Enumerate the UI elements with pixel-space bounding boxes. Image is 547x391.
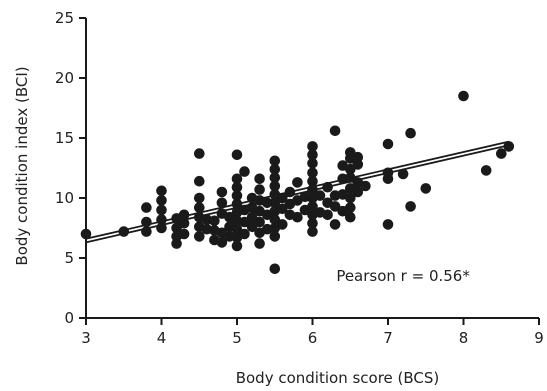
data-point-90 — [307, 201, 318, 212]
data-point-130 — [405, 127, 416, 139]
data-point-103 — [329, 219, 341, 230]
data-point-48 — [239, 216, 250, 228]
data-point-44 — [231, 181, 243, 193]
data-point-87 — [307, 226, 318, 237]
data-point-127 — [382, 138, 394, 150]
data-point-111 — [345, 211, 356, 223]
y-tick-label-5: 25 — [55, 9, 74, 27]
data-point-57 — [254, 216, 265, 228]
data-point-82 — [292, 211, 303, 223]
data-point-106 — [329, 125, 341, 137]
data-point-55 — [254, 238, 265, 249]
data-point-129 — [405, 201, 416, 212]
data-point-39 — [231, 223, 243, 235]
data-point-93 — [307, 175, 318, 187]
data-point-22 — [194, 175, 205, 187]
data-point-119 — [352, 186, 364, 198]
y-tick-label-1: 5 — [64, 249, 74, 267]
data-point-131 — [420, 183, 432, 194]
data-point-72 — [269, 180, 281, 192]
data-point-32 — [216, 197, 228, 209]
data-point-132 — [458, 90, 469, 102]
x-axis-label: Body condition score (BCS) — [236, 369, 440, 387]
data-point-104 — [329, 201, 341, 212]
data-point-33 — [216, 186, 228, 198]
data-point-135 — [503, 141, 515, 152]
data-point-95 — [307, 157, 318, 169]
data-point-134 — [496, 148, 507, 159]
data-point-45 — [231, 173, 243, 185]
data-point-65 — [269, 263, 281, 275]
data-point-97 — [307, 141, 318, 152]
x-tick-label-2: 5 — [232, 329, 242, 347]
data-point-46 — [231, 149, 243, 161]
data-point-118 — [345, 147, 356, 158]
data-point-7 — [156, 204, 167, 216]
x-tick-label-0: 3 — [81, 329, 91, 347]
data-point-20 — [194, 202, 205, 213]
data-point-43 — [231, 190, 243, 201]
regression-lines — [85, 140, 510, 244]
data-point-124 — [382, 219, 394, 230]
x-tick-label-3: 6 — [308, 329, 318, 347]
data-point-50 — [239, 166, 250, 177]
data-point-75 — [269, 155, 281, 167]
data-point-60 — [254, 184, 265, 195]
y-tick-label-4: 20 — [55, 69, 74, 87]
data-point-133 — [480, 165, 492, 176]
regression-line-1 — [85, 144, 510, 244]
data-point-112 — [345, 202, 356, 213]
data-point-113 — [345, 192, 356, 204]
y-tick-label-0: 0 — [64, 309, 74, 327]
data-point-29 — [216, 237, 228, 248]
data-point-21 — [194, 192, 205, 204]
data-point-73 — [269, 172, 281, 183]
data-point-100 — [322, 209, 333, 221]
y-ticks: 0 5 10 15 20 25 — [55, 9, 86, 327]
x-tick-label-6: 9 — [534, 329, 544, 347]
regression-line-0 — [85, 140, 510, 240]
data-point-96 — [307, 149, 318, 161]
data-point-99 — [314, 190, 326, 201]
data-point-37 — [231, 240, 243, 252]
data-point-4 — [141, 202, 152, 213]
data-point-68 — [269, 214, 281, 225]
y-tick-label-3: 15 — [55, 129, 74, 147]
data-point-47 — [239, 228, 250, 240]
data-point-9 — [156, 185, 167, 197]
data-point-74 — [269, 163, 281, 175]
data-point-76 — [277, 219, 288, 230]
data-point-128 — [397, 168, 409, 180]
data-point-61 — [254, 173, 265, 185]
data-point-8 — [156, 195, 167, 206]
x-tick-label-1: 4 — [157, 329, 167, 347]
data-point-51 — [246, 221, 258, 233]
data-point-84 — [292, 177, 303, 188]
data-point-12 — [171, 222, 182, 234]
y-tick-label-2: 10 — [55, 189, 74, 207]
pearson-annotation: Pearson r = 0.56* — [336, 267, 470, 285]
x-tick-label-5: 8 — [459, 329, 469, 347]
data-point-94 — [307, 167, 318, 179]
data-point-123 — [360, 180, 371, 192]
data-point-77 — [277, 203, 288, 215]
data-point-116 — [345, 163, 356, 175]
data-point-52 — [246, 211, 258, 223]
data-point-17 — [194, 231, 205, 242]
y-axis-label: Body condition index (BCI) — [13, 66, 31, 265]
data-point-23 — [194, 148, 205, 159]
data-point-14 — [178, 228, 190, 240]
x-tick-label-4: 7 — [383, 329, 393, 347]
data-point-88 — [307, 217, 318, 229]
data-point-66 — [269, 231, 281, 242]
data-points — [80, 90, 515, 275]
x-ticks: 3 4 5 6 7 8 9 — [81, 318, 544, 347]
data-point-28 — [209, 215, 220, 227]
data-point-122 — [352, 151, 364, 163]
